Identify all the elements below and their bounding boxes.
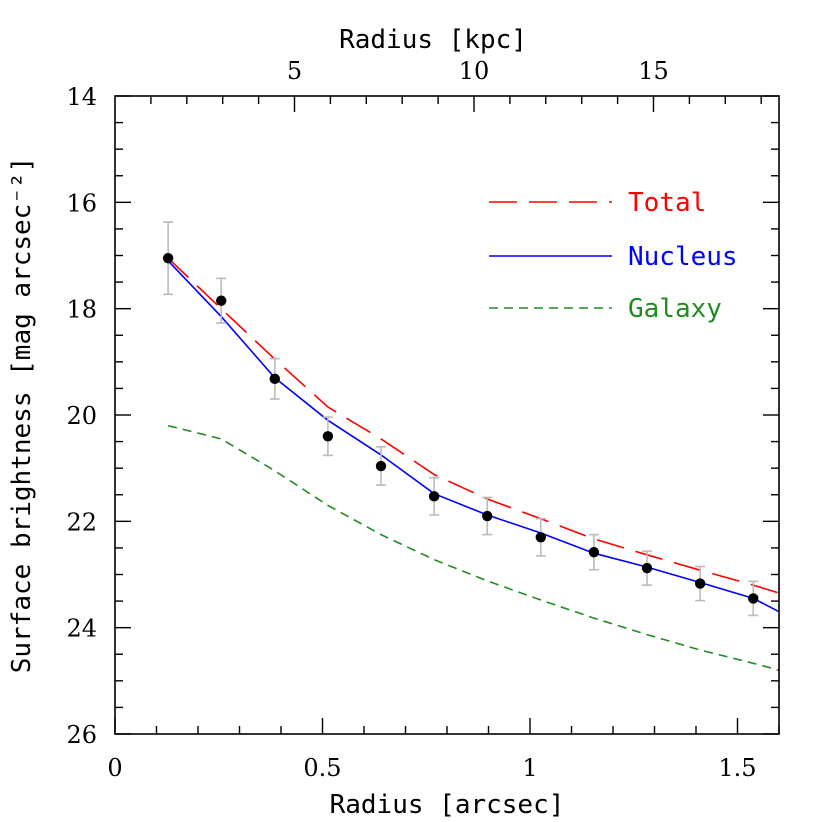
- legend-label-nucleus: Nucleus: [628, 242, 738, 272]
- top-x-tick-label: 10: [459, 57, 490, 85]
- y-tick-label: 14: [66, 83, 97, 111]
- error-bars: [163, 221, 759, 617]
- axis-ticks: [114, 95, 780, 735]
- x-axis-label: Radius [arcsec]: [330, 790, 565, 820]
- data-point: [535, 532, 546, 543]
- legend-label-total: Total: [628, 188, 706, 218]
- x-tick-label: 0.5: [303, 754, 341, 782]
- data-point: [428, 491, 440, 502]
- series-line-galaxy: [167, 424, 780, 671]
- legend-label-galaxy: Galaxy: [628, 294, 722, 324]
- x-tick-label: 1: [522, 754, 537, 782]
- y-tick-label: 22: [66, 508, 97, 536]
- top-x-axis-label: Radius [kpc]: [339, 25, 527, 55]
- y-tick-label: 18: [66, 296, 97, 324]
- data-points: [162, 252, 759, 604]
- data-point: [748, 593, 759, 604]
- legend: Total Nucleus Galaxy: [489, 188, 738, 324]
- x-tick-label: 0: [107, 754, 122, 782]
- data-point: [641, 562, 653, 574]
- x-tick-label: 1.5: [718, 754, 756, 782]
- y-tick-label: 26: [66, 721, 97, 749]
- data-point: [269, 373, 280, 385]
- tick-labels: 0 0.5 1 1.5 14 16 18 20 22 24 26 5 10 15: [66, 57, 756, 782]
- top-x-tick-label: 15: [638, 57, 669, 85]
- data-point: [482, 510, 493, 522]
- data-point: [694, 578, 706, 589]
- data-point: [216, 295, 227, 306]
- data-point: [162, 252, 174, 264]
- y-axis-label: Surface brightness [mag arcsec⁻²]: [7, 157, 37, 674]
- top-x-tick-label: 5: [287, 57, 302, 85]
- y-tick-label: 24: [66, 615, 97, 643]
- data-point: [375, 460, 387, 472]
- y-tick-label: 16: [66, 189, 97, 217]
- data-point: [322, 431, 334, 442]
- data-point: [588, 546, 600, 558]
- y-tick-label: 20: [66, 402, 97, 430]
